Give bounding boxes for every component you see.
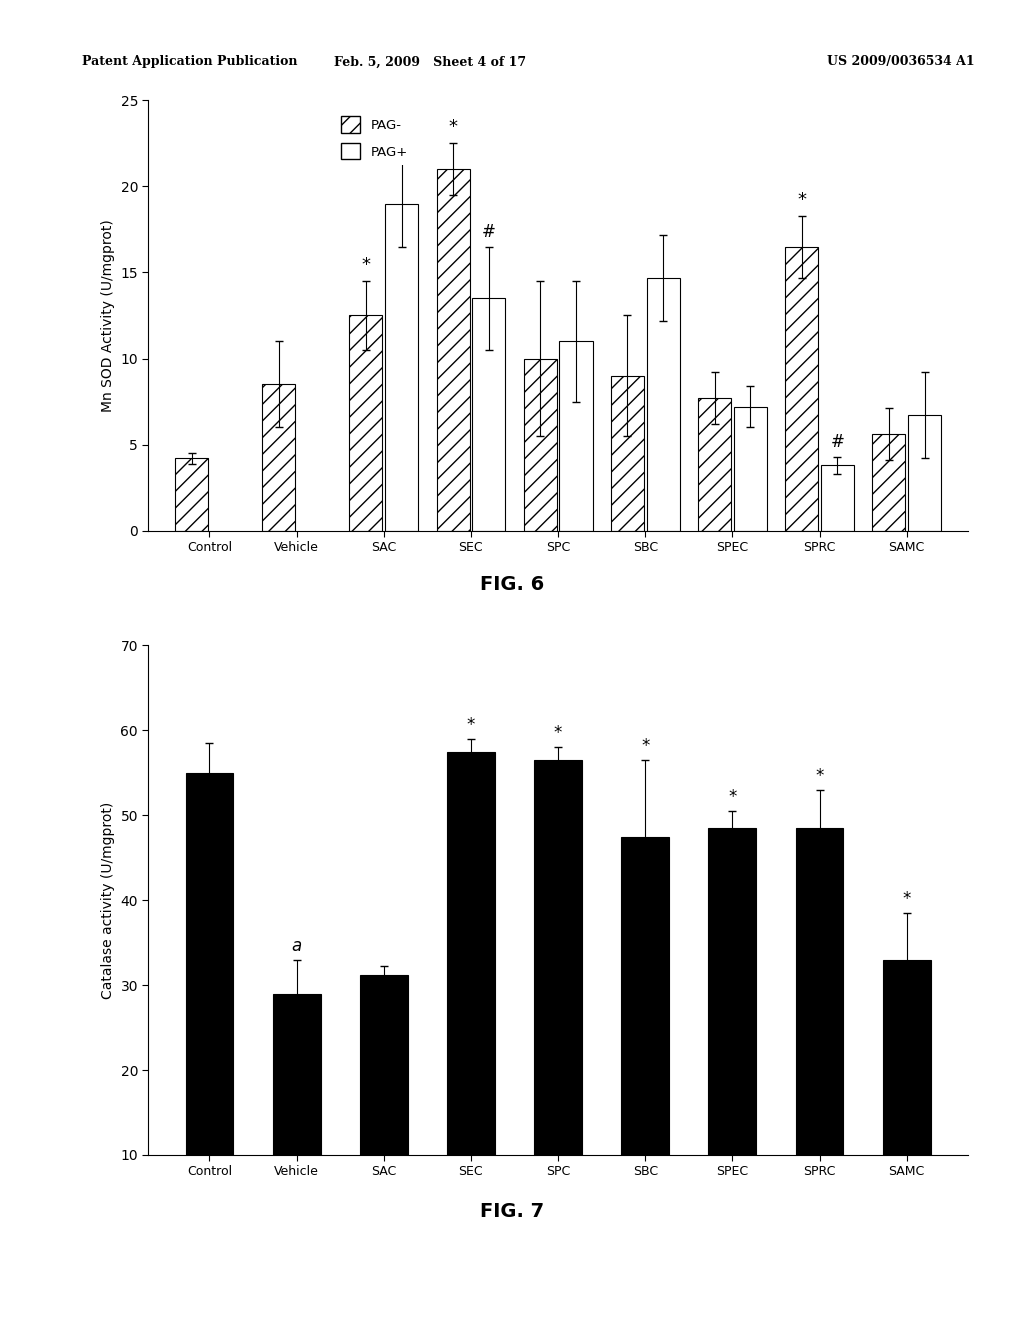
Bar: [622, 837, 670, 1239]
Text: FIG. 7: FIG. 7: [480, 1203, 544, 1221]
Bar: [559, 342, 593, 531]
Bar: [436, 169, 470, 531]
Bar: [733, 407, 767, 531]
Text: FIG. 6: FIG. 6: [480, 576, 544, 594]
Bar: [908, 416, 941, 531]
Bar: [175, 458, 208, 531]
Text: US 2009/0036534 A1: US 2009/0036534 A1: [827, 55, 975, 69]
Text: Patent Application Publication: Patent Application Publication: [82, 55, 297, 69]
Bar: [610, 376, 644, 531]
Bar: [262, 384, 295, 531]
Text: *: *: [641, 737, 649, 755]
Legend: PAG-, PAG+: PAG-, PAG+: [335, 111, 414, 165]
Text: *: *: [728, 788, 736, 807]
Bar: [796, 828, 844, 1239]
Text: #: #: [830, 433, 845, 451]
Y-axis label: Catalase activity (U/mgprot): Catalase activity (U/mgprot): [101, 801, 115, 999]
Bar: [709, 828, 757, 1239]
Bar: [446, 751, 495, 1239]
Bar: [272, 994, 321, 1239]
Bar: [359, 975, 408, 1239]
Text: a: a: [292, 937, 302, 954]
Text: *: *: [554, 725, 562, 742]
Bar: [523, 359, 557, 531]
Bar: [349, 315, 383, 531]
Text: Feb. 5, 2009   Sheet 4 of 17: Feb. 5, 2009 Sheet 4 of 17: [334, 55, 526, 69]
Text: *: *: [797, 191, 806, 209]
Text: *: *: [449, 119, 458, 136]
Bar: [785, 247, 818, 531]
Text: *: *: [361, 256, 371, 275]
Bar: [698, 399, 731, 531]
Bar: [646, 277, 680, 531]
Bar: [883, 960, 931, 1239]
Bar: [185, 774, 233, 1239]
Bar: [872, 434, 905, 531]
Bar: [535, 760, 582, 1239]
Y-axis label: Mn SOD Activity (U/mgprot): Mn SOD Activity (U/mgprot): [101, 219, 115, 412]
Bar: [472, 298, 506, 531]
Bar: [821, 465, 854, 531]
Text: *: *: [902, 890, 911, 908]
Text: *: *: [467, 715, 475, 734]
Text: #: #: [482, 223, 496, 242]
Text: *: *: [815, 767, 823, 785]
Bar: [385, 203, 418, 531]
